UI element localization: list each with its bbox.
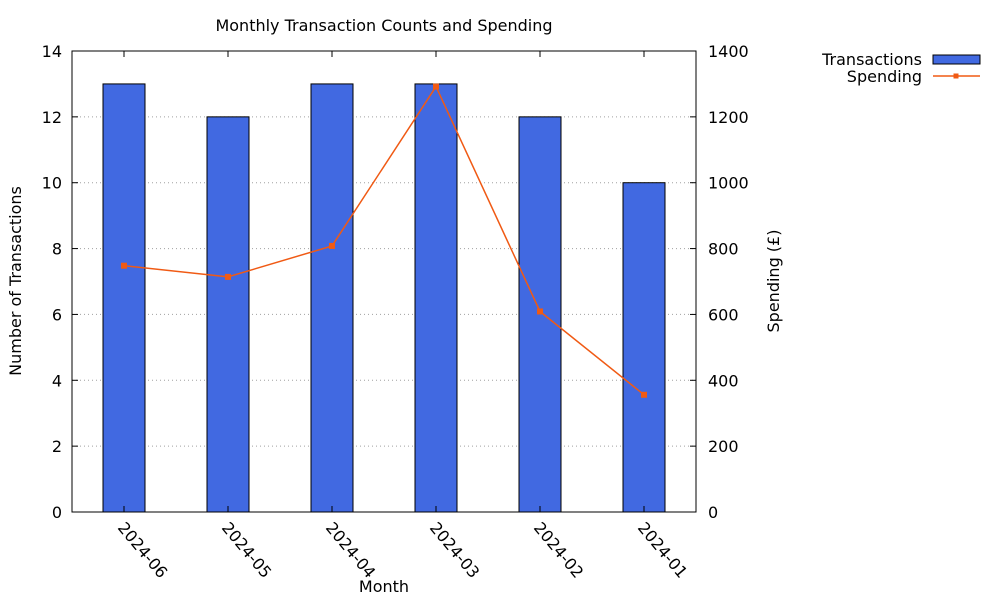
bar-transactions-2024-04 [310,83,354,513]
point-spending-2024-04 [329,242,335,249]
y-tick-label: 12 [42,108,62,127]
y2-tick-label: 1200 [708,108,749,127]
y2-tick-label: 800 [708,240,739,259]
bar-transactions-2024-05 [206,116,250,513]
y2-tick-label: 400 [708,371,739,390]
y2-tick-label: 0 [708,503,718,522]
x-tick-label: 2024-04 [322,518,380,581]
y2-axis-label: Spending (£) [764,230,783,333]
line-layer [121,83,647,398]
bar-transactions-2024-06 [102,83,146,513]
x-tick-label: 2024-01 [634,518,692,581]
legend-marker-spending [953,73,959,79]
chart-title: Monthly Transaction Counts and Spending [215,16,552,35]
y2-tick-label: 200 [708,437,739,456]
plot-frame [71,50,697,513]
x-axis-label: Month [359,577,409,596]
legend: Transactions Spending [821,50,981,86]
line-spending [123,85,645,396]
point-spending-2024-03 [433,83,439,90]
bars-layer [102,83,666,513]
y-axis-label: Number of Transactions [6,186,25,376]
x-tick-label: 2024-03 [426,518,484,581]
x-tick-label: 2024-06 [114,518,172,581]
y-tick-label: 14 [42,42,62,61]
bar-transactions-2024-03 [414,83,458,513]
y2-tick-label: 600 [708,305,739,324]
x-tick-label: 2024-05 [218,518,276,581]
legend-entry-transactions: Transactions [821,50,981,69]
point-spending-2024-02 [537,308,543,315]
y-tick-label: 4 [52,371,62,390]
y2-tick-label: 1400 [708,42,749,61]
legend-label-spending: Spending [847,67,922,86]
y-tick-label: 6 [52,305,62,324]
point-spending-2024-01 [641,391,647,398]
legend-label-transactions: Transactions [821,50,922,69]
y-tick-label: 8 [52,240,62,259]
point-spending-2024-06 [121,262,127,269]
point-spending-2024-05 [225,273,231,280]
legend-entry-spending: Spending [847,67,980,86]
y-tick-label: 2 [52,437,62,456]
y-tick-label: 10 [42,174,62,193]
x-tick-label: 2024-02 [530,518,588,581]
legend-swatch-transactions [932,54,981,65]
bar-transactions-2024-01 [622,182,666,513]
y2-tick-label: 1000 [708,174,749,193]
y-tick-label: 0 [52,503,62,522]
grid-layer [72,116,696,447]
